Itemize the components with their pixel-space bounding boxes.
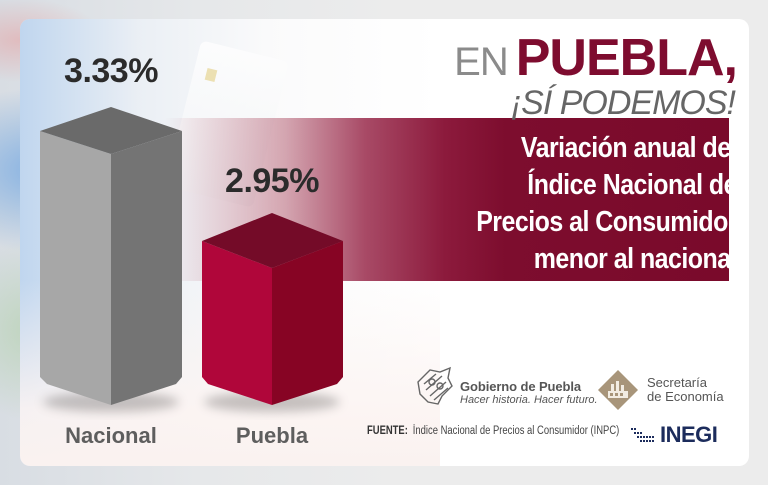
headline-sub: ¡SÍ PODEMOS! [510, 84, 736, 122]
banner-line: Variación anual del [520, 132, 738, 164]
gobierno-de-puebla-logo: Gobierno de Puebla Hacer historia. Hacer… [412, 364, 598, 408]
bar-top-face [40, 107, 182, 154]
secretaria-economia-logo: Secretaría de Economía [597, 369, 724, 411]
puebla-emblem-icon [417, 366, 453, 405]
category-label-puebla: Puebla [235, 423, 309, 448]
source-label: FUENTE: [367, 425, 408, 437]
banner-line: menor al nacional [533, 243, 738, 275]
bar-front-face [202, 241, 272, 405]
bar-front-face [40, 131, 111, 405]
secretaria-line2: de Economía [647, 389, 724, 404]
source-text: Índice Nacional de Precios al Consumidor… [412, 425, 620, 437]
banner-line: Índice Nacional de [527, 169, 737, 201]
gobierno-name: Gobierno de Puebla [460, 379, 581, 394]
inegi-wordmark: INEGI [660, 422, 718, 447]
source-note: FUENTE: Índice Nacional de Precios al Co… [367, 425, 619, 437]
banner-text: Variación anual del Índice Nacional de P… [427, 130, 737, 278]
inegi-dots-icon [631, 428, 654, 442]
value-label-nacional: 3.33% [64, 52, 158, 90]
headline: EN PUEBLA, [454, 28, 738, 88]
category-label-nacional: Nacional [65, 423, 157, 448]
headline-main: PUEBLA, [515, 29, 738, 87]
secretaria-line1: Secretaría [647, 375, 707, 390]
value-label-puebla: 2.95% [225, 162, 319, 200]
bar-nacional [40, 107, 182, 405]
factory-diamond-icon [598, 370, 638, 410]
inegi-logo: INEGI [631, 422, 718, 448]
bar-puebla [202, 213, 343, 405]
headline-prefix: EN [454, 40, 509, 84]
banner-line: Precios al Consumidor [476, 206, 737, 238]
bar-side-face [272, 241, 343, 405]
gobierno-slogan: Hacer historia. Hacer futuro. [460, 394, 598, 406]
bar-top-face [202, 213, 343, 268]
bar-side-face [111, 131, 182, 405]
